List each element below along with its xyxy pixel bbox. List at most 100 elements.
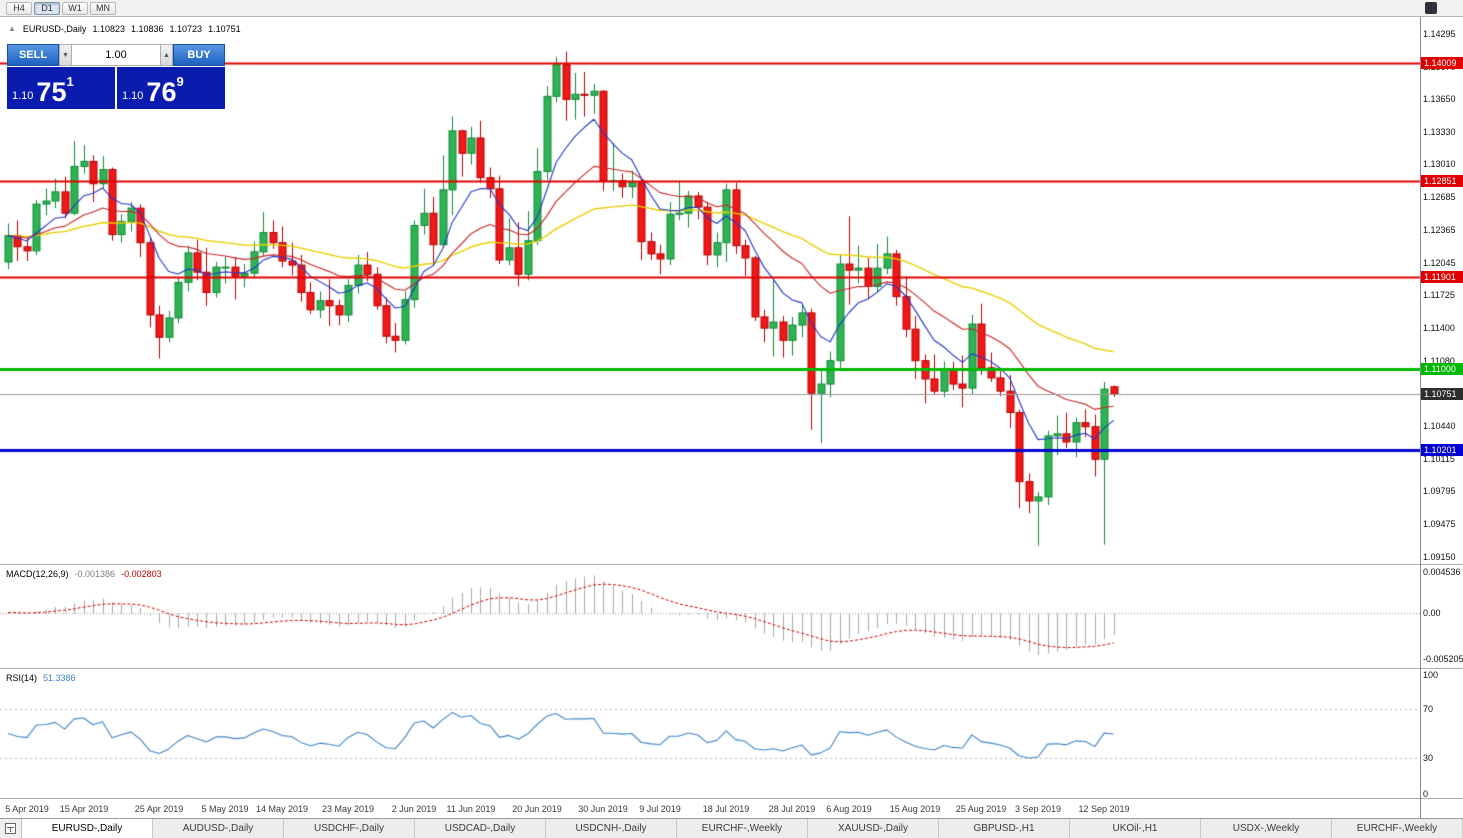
price-axis-tick: 1.09475 bbox=[1423, 519, 1456, 529]
sell-button[interactable]: SELL bbox=[7, 44, 59, 66]
bar-close-value: 1.10751 bbox=[208, 24, 241, 34]
toolbar-more-icon[interactable] bbox=[1425, 2, 1437, 14]
date-axis-label: 15 Aug 2019 bbox=[889, 804, 941, 814]
volume-increment-button[interactable]: ▲ bbox=[160, 44, 173, 66]
date-axis-label: 23 May 2019 bbox=[321, 804, 375, 814]
macd-main-value: -0.001386 bbox=[74, 569, 116, 579]
resistance-line-label: 1.11901 bbox=[1421, 271, 1463, 283]
date-axis-label: 9 Jul 2019 bbox=[639, 804, 681, 814]
price-axis-tick: 1.12685 bbox=[1423, 192, 1456, 202]
price-axis-tick: 1.10440 bbox=[1423, 421, 1456, 431]
date-axis-label: 11 Jun 2019 bbox=[446, 804, 496, 814]
macd-signal-value: -0.002803 bbox=[121, 569, 162, 579]
tab-audusd-daily[interactable]: AUDUSD-,Daily bbox=[153, 819, 284, 838]
date-axis-label: 20 Jun 2019 bbox=[512, 804, 562, 814]
rsi-value: 51.3386 bbox=[43, 673, 76, 683]
volume-input[interactable] bbox=[72, 44, 160, 66]
timeframe-buttons: H4 D1 W1 MN bbox=[6, 1, 116, 15]
ask-price-big: 76 bbox=[146, 77, 177, 108]
price-axis-tick: 1.09150 bbox=[1423, 552, 1456, 562]
date-axis-label: 6 Aug 2019 bbox=[826, 804, 872, 814]
resistance-line-label: 1.14009 bbox=[1421, 57, 1463, 69]
date-axis-label: 5 Apr 2019 bbox=[5, 804, 49, 814]
timeframe-button-mn[interactable]: MN bbox=[90, 1, 116, 15]
timeframe-button-d1[interactable]: D1 bbox=[34, 1, 60, 15]
tab-eurusd-daily[interactable]: EURUSD-,Daily bbox=[22, 819, 153, 838]
chart-tab-bar: EURUSD-,Daily AUDUSD-,Daily USDCHF-,Daily U… bbox=[0, 818, 1463, 838]
bid-price-display: 1.10 75 1 bbox=[7, 67, 115, 109]
rsi-axis-tick: 0 bbox=[1423, 789, 1429, 799]
chart-header: ▲ EURUSD-,Daily 1.10823 1.10836 1.10723 … bbox=[8, 24, 241, 34]
date-axis-label: 14 May 2019 bbox=[255, 804, 309, 814]
price-axis[interactable]: 1.142951.139701.136501.133301.130101.126… bbox=[1420, 0, 1463, 818]
price-axis-tick: 1.13010 bbox=[1423, 159, 1456, 169]
price-axis-tick: 1.11400 bbox=[1423, 323, 1455, 333]
current-price-label: 1.10751 bbox=[1421, 388, 1463, 400]
macd-axis-tick: 0.00 bbox=[1423, 608, 1441, 618]
price-axis-tick: 1.09795 bbox=[1423, 486, 1456, 496]
ask-price-prefix: 1.10 bbox=[122, 90, 144, 102]
date-axis-label: 28 Jul 2019 bbox=[768, 804, 816, 814]
price-axis-tick: 1.12365 bbox=[1423, 225, 1456, 235]
tab-usdchf-daily[interactable]: USDCHF-,Daily bbox=[284, 819, 415, 838]
rsi-axis-tick: 100 bbox=[1423, 670, 1439, 680]
date-axis-label: 25 Aug 2019 bbox=[955, 804, 1007, 814]
volume-decrement-button[interactable]: ▼ bbox=[59, 44, 72, 66]
ask-price-sup: 9 bbox=[176, 74, 184, 89]
tab-gbpusd-h1[interactable]: GBPUSD-,H1 bbox=[939, 819, 1070, 838]
macd-axis-tick: -0.005205 bbox=[1423, 654, 1463, 664]
bar-high-value: 1.10836 bbox=[130, 24, 164, 34]
resistance-line-label: 1.12851 bbox=[1421, 175, 1463, 187]
macd-indicator-canvas[interactable] bbox=[0, 565, 1420, 668]
tab-usdcad-daily[interactable]: USDCAD-,Daily bbox=[415, 819, 546, 838]
buy-button[interactable]: BUY bbox=[173, 44, 225, 66]
bid-price-big: 75 bbox=[36, 77, 67, 108]
panel-divider[interactable] bbox=[0, 564, 1463, 565]
bar-open-value: 1.10823 bbox=[92, 24, 125, 34]
rsi-label: RSI(14) bbox=[6, 673, 38, 683]
axis-divider bbox=[0, 798, 1463, 799]
one-click-collapse-icon[interactable]: ▲ bbox=[8, 24, 16, 33]
macd-label: MACD(12,26,9) bbox=[6, 569, 69, 579]
timeframe-button-w1[interactable]: W1 bbox=[62, 1, 88, 15]
date-axis[interactable]: 5 Apr 2019 15 Apr 2019 25 Apr 2019 5 May 20… bbox=[0, 799, 1420, 818]
date-axis-label: 3 Sep 2019 bbox=[1014, 804, 1062, 814]
timeframe-button-h4[interactable]: H4 bbox=[6, 1, 32, 15]
date-axis-label: 30 Jun 2019 bbox=[578, 804, 628, 814]
tab-usdx-weekly[interactable]: USDX-,Weekly bbox=[1201, 819, 1332, 838]
tab-usdcnh-daily[interactable]: USDCNH-,Daily bbox=[546, 819, 677, 838]
date-axis-label: 2 Jun 2019 bbox=[391, 804, 437, 814]
date-axis-label: 25 Apr 2019 bbox=[134, 804, 184, 814]
panel-divider[interactable] bbox=[0, 668, 1463, 669]
rsi-indicator-canvas[interactable] bbox=[0, 669, 1420, 798]
rsi-axis-tick: 30 bbox=[1423, 753, 1434, 763]
tab-eurchf-weekly[interactable]: EURCHF-,Weekly bbox=[1332, 819, 1463, 838]
chart-list-icon[interactable] bbox=[0, 819, 22, 838]
date-axis-label: 5 May 2019 bbox=[201, 804, 249, 814]
rsi-axis-tick: 70 bbox=[1423, 704, 1434, 714]
bar-low-value: 1.10723 bbox=[169, 24, 203, 34]
tab-xauusd-daily[interactable]: XAUUSD-,Daily bbox=[808, 819, 939, 838]
price-axis-tick: 1.12045 bbox=[1423, 258, 1456, 268]
macd-header: MACD(12,26,9) -0.001386 -0.002803 bbox=[6, 569, 162, 579]
macd-axis-tick: 0.004536 bbox=[1423, 567, 1461, 577]
price-axis-tick: 1.10115 bbox=[1423, 454, 1455, 464]
tab-eurchf-weekly[interactable]: EURCHF-,Weekly bbox=[677, 819, 808, 838]
date-axis-label: 18 Jul 2019 bbox=[702, 804, 750, 814]
support-line-label: 1.10201 bbox=[1421, 444, 1463, 456]
one-click-trading-panel: SELL ▼ ▲ BUY 1.10 75 1 1.10 76 9 bbox=[7, 44, 225, 109]
rsi-header: RSI(14) 51.3386 bbox=[6, 673, 76, 683]
price-axis-tick: 1.13650 bbox=[1423, 94, 1456, 104]
date-axis-label: 12 Sep 2019 bbox=[1078, 804, 1130, 814]
support-line-label: 1.11000 bbox=[1421, 363, 1463, 375]
price-axis-divider bbox=[1420, 17, 1421, 818]
price-axis-tick: 1.11080 bbox=[1423, 356, 1455, 366]
price-axis-tick: 1.11725 bbox=[1423, 290, 1455, 300]
price-chart-canvas[interactable] bbox=[0, 17, 1420, 564]
ask-price-display: 1.10 76 9 bbox=[117, 67, 225, 109]
tab-ukoil-h1[interactable]: UKOil-,H1 bbox=[1070, 819, 1201, 838]
price-axis-tick: 1.14295 bbox=[1423, 29, 1456, 39]
bid-price-prefix: 1.10 bbox=[12, 90, 34, 102]
bid-price-sup: 1 bbox=[66, 74, 74, 89]
price-axis-tick: 1.13330 bbox=[1423, 127, 1456, 137]
